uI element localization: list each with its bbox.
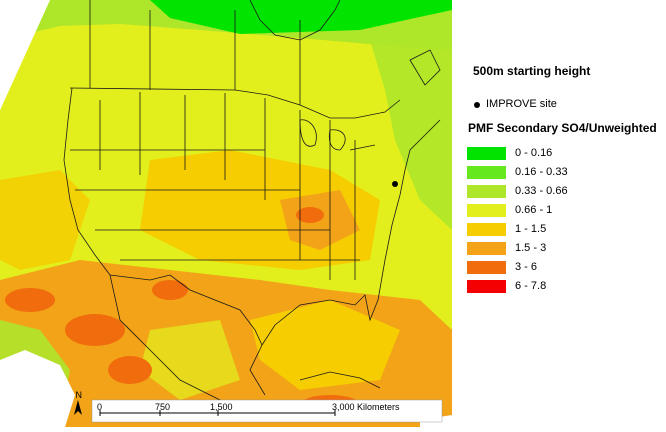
east-field [370,35,452,230]
west-coast [63,87,111,276]
legend-range-label: 6 - 7.8 [515,280,547,292]
legend-range-label: 0 - 0.16 [515,147,553,159]
mexico-field [140,320,240,400]
map-canvas: N 0 750 1,500 3,000 Kilometers [0,0,452,427]
starting-height-label: 500m starting height [473,64,591,78]
improve-site-marker [392,181,398,187]
cuba-outline [299,371,381,389]
us-mexico-border [109,274,263,346]
boundaries [63,0,441,416]
hotspot-1 [5,288,55,312]
map-legend: 500m starting height IMPROVE site PMF Se… [452,0,666,427]
state-lines-1 [99,92,266,200]
concentration-map[interactable]: N 0 750 1,500 3,000 Kilometers [0,0,452,427]
legend-swatch [467,242,506,255]
hotspot-2 [65,314,125,346]
legend-range-label: 1.5 - 3 [515,242,547,254]
legend-swatch [467,185,506,198]
legend-range-label: 3 - 6 [515,261,538,273]
state-lines-2 [70,149,360,261]
newfoundland [409,49,441,86]
hotspot-7 [296,207,324,223]
legend-swatch [467,166,506,179]
legend-swatch [467,204,506,217]
west-field [0,170,90,270]
north-arrow-icon [74,400,82,415]
legend-swatch [467,223,506,236]
state-lines-3 [299,110,356,280]
gulf-coast [261,294,379,346]
north-arrow: N [74,390,82,415]
legend-title: PMF Secondary SO4/Unweighted [468,121,657,135]
north-label: N [76,390,83,400]
scale-tick-1500: 1,500 [210,402,233,412]
canada-provinces [89,0,301,105]
scale-tick-3000: 3,000 Kilometers [332,402,400,412]
gulf-field [250,300,400,390]
outside-domain-sw [0,350,75,427]
legend-range-label: 0.16 - 0.33 [515,166,568,178]
scale-bar: 0 750 1,500 3,000 Kilometers [91,399,443,423]
northeast-field [150,0,452,34]
legend-range-label: 0.66 - 1 [515,204,553,216]
hotspot-3 [152,280,188,300]
east-coast [377,119,441,301]
legend-range-label: 1 - 1.5 [515,223,547,235]
legend-range-label: 0.33 - 0.66 [515,185,568,197]
scale-tick-750: 750 [155,402,170,412]
legend-swatch [467,147,506,160]
legend-swatch [467,280,506,293]
improve-site-icon [474,102,480,108]
scale-tick-0: 0 [97,402,102,412]
great-lakes [299,119,376,151]
hotspot-4 [108,356,152,384]
us-canada-border [69,87,401,119]
outside-domain [0,0,50,110]
improve-site-label: IMPROVE site [486,98,557,110]
legend-swatch [467,261,506,274]
hudson-bay [249,0,341,41]
